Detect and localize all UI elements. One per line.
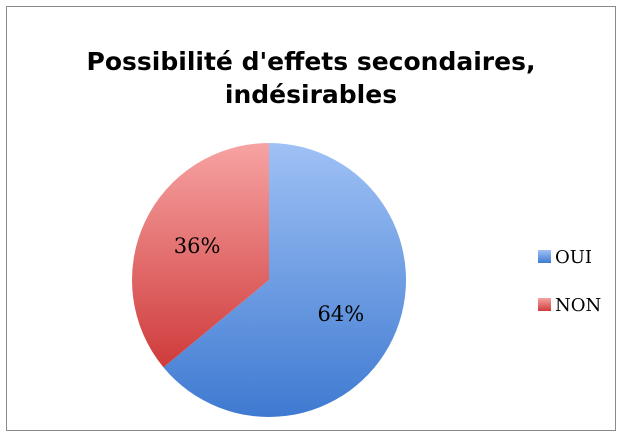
chart-title-line-1: Possibilité d'effets secondaires, bbox=[86, 47, 536, 76]
pie-label-non: 36% bbox=[174, 234, 221, 258]
legend-swatch-oui bbox=[538, 250, 551, 263]
pie-slice-non bbox=[132, 143, 269, 368]
pie-label-oui: 64% bbox=[318, 302, 365, 326]
legend-label-non: NON bbox=[555, 295, 601, 316]
chart-title-line-2: indésirables bbox=[224, 80, 398, 109]
pie-slice-oui bbox=[163, 143, 406, 417]
chart-title: Possibilité d'effets secondaires, indési… bbox=[7, 45, 615, 111]
legend-label-oui: OUI bbox=[555, 247, 592, 268]
legend-swatch-non bbox=[538, 298, 551, 311]
